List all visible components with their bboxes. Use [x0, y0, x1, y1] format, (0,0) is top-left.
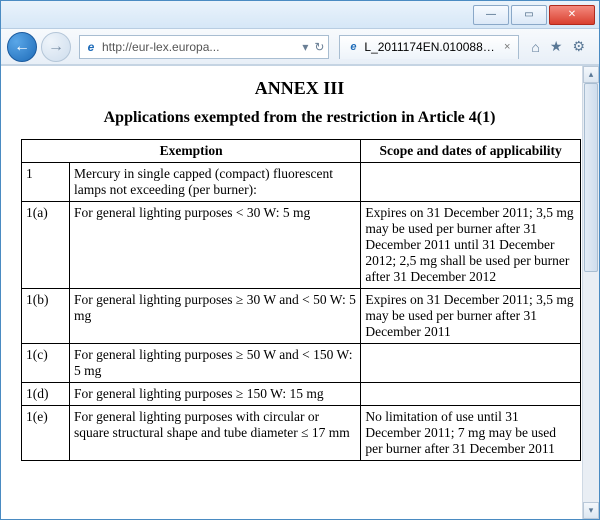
back-arrow-icon: ←: [14, 39, 30, 55]
maximize-button[interactable]: ▭: [511, 5, 547, 25]
cell-scope: [361, 344, 581, 383]
cell-exemption: For general lighting purposes ≥ 50 W and…: [69, 344, 360, 383]
cell-id: 1(d): [22, 383, 70, 406]
ie-logo-icon: e: [84, 40, 98, 54]
url-text: http://eur-lex.europa...: [102, 40, 298, 54]
cell-exemption: For general lighting purposes < 30 W: 5 …: [69, 202, 360, 289]
scroll-track[interactable]: [583, 83, 599, 502]
settings-icon[interactable]: ⚙: [572, 38, 585, 55]
cell-scope: No limitation of use until 31 December 2…: [361, 406, 581, 461]
favorites-icon[interactable]: ★: [550, 38, 563, 55]
scroll-down-button[interactable]: ▾: [583, 502, 599, 519]
table-row: 1Mercury in single capped (compact) fluo…: [22, 163, 581, 202]
header-exemption: Exemption: [22, 140, 361, 163]
titlebar: — ▭ ✕: [1, 1, 599, 29]
cell-id: 1(b): [22, 289, 70, 344]
table-row: 1(c)For general lighting purposes ≥ 50 W…: [22, 344, 581, 383]
tab-favicon-icon: e: [346, 40, 360, 54]
table-row: 1(d)For general lighting purposes ≥ 150 …: [22, 383, 581, 406]
annex-heading: ANNEX III: [21, 78, 578, 99]
cell-exemption: Mercury in single capped (compact) fluor…: [69, 163, 360, 202]
cell-id: 1: [22, 163, 70, 202]
browser-tab[interactable]: e L_2011174EN.01008801.xml ×: [339, 35, 519, 59]
cell-id: 1(a): [22, 202, 70, 289]
table-row: 1(a)For general lighting purposes < 30 W…: [22, 202, 581, 289]
refresh-icon[interactable]: ↻: [314, 40, 324, 54]
cell-scope: [361, 163, 581, 202]
url-dropdown-icon[interactable]: ▾: [302, 40, 308, 54]
table-header-row: Exemption Scope and dates of applicabili…: [22, 140, 581, 163]
navbar: ← → e http://eur-lex.europa... ▾ ↻ e L_2…: [1, 29, 599, 65]
tab-close-icon[interactable]: ×: [502, 41, 512, 53]
cell-scope: Expires on 31 December 2011; 3,5 mg may …: [361, 289, 581, 344]
table-row: 1(b)For general lighting purposes ≥ 30 W…: [22, 289, 581, 344]
scroll-up-button[interactable]: ▴: [583, 66, 599, 83]
forward-button[interactable]: →: [41, 32, 71, 62]
cell-id: 1(e): [22, 406, 70, 461]
cell-exemption: For general lighting purposes with circu…: [69, 406, 360, 461]
table-body: 1Mercury in single capped (compact) fluo…: [22, 163, 581, 461]
cell-exemption: For general lighting purposes ≥ 150 W: 1…: [69, 383, 360, 406]
close-button[interactable]: ✕: [549, 5, 595, 25]
address-bar[interactable]: e http://eur-lex.europa... ▾ ↻: [79, 35, 329, 59]
scroll-thumb[interactable]: [584, 83, 598, 272]
toolbar-icons: ⌂ ★ ⚙: [523, 38, 593, 55]
subtitle: Applications exempted from the restricti…: [21, 109, 578, 127]
back-button[interactable]: ←: [7, 32, 37, 62]
ie-window: — ▭ ✕ ← → e http://eur-lex.europa... ▾ ↻…: [0, 0, 600, 520]
cell-scope: Expires on 31 December 2011; 3,5 mg may …: [361, 202, 581, 289]
exemption-table: Exemption Scope and dates of applicabili…: [21, 139, 581, 461]
tab-title: L_2011174EN.01008801.xml: [364, 40, 498, 54]
content-area: ANNEX III Applications exempted from the…: [1, 65, 599, 519]
header-scope: Scope and dates of applicability: [361, 140, 581, 163]
minimize-button[interactable]: —: [473, 5, 509, 25]
cell-id: 1(c): [22, 344, 70, 383]
document-viewport[interactable]: ANNEX III Applications exempted from the…: [1, 66, 582, 519]
forward-arrow-icon: →: [48, 39, 64, 55]
cell-scope: [361, 383, 581, 406]
table-row: 1(e)For general lighting purposes with c…: [22, 406, 581, 461]
tab-bar: e L_2011174EN.01008801.xml ×: [339, 35, 519, 59]
home-icon[interactable]: ⌂: [531, 39, 539, 55]
vertical-scrollbar[interactable]: ▴ ▾: [582, 66, 599, 519]
cell-exemption: For general lighting purposes ≥ 30 W and…: [69, 289, 360, 344]
